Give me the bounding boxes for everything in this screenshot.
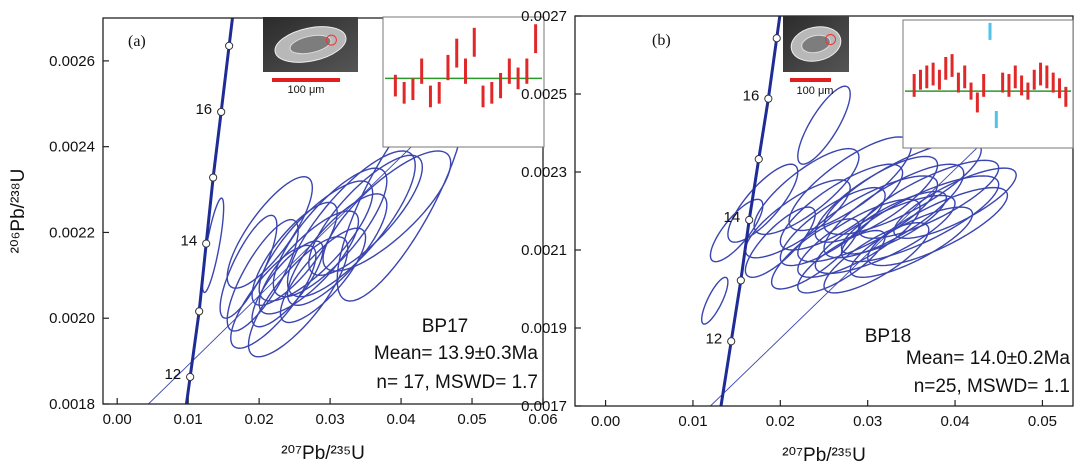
panel-label: (a)	[128, 33, 146, 50]
x-tick-label: 0.04	[940, 413, 969, 430]
age-marker	[745, 215, 754, 225]
error-ellipse	[814, 155, 939, 243]
error-ellipse	[858, 159, 1000, 240]
age-marker	[225, 41, 234, 50]
y-tick-label: 0.0021	[521, 242, 567, 259]
x-tick-label: 0.06	[528, 411, 557, 428]
zircon-core	[289, 34, 332, 55]
error-ellipse	[814, 194, 956, 275]
y-axis-title: ²⁰⁶Pb/²³⁸U	[8, 169, 29, 254]
age-marker	[186, 372, 195, 382]
concordia-curve	[729, 38, 779, 342]
x-tick-label: 0.03	[315, 411, 344, 428]
concordia-extension	[719, 341, 733, 406]
x-tick-label: 0.00	[591, 413, 620, 430]
y-tick-label: 0.0019	[521, 320, 567, 337]
error-ellipse	[840, 175, 1000, 263]
spot	[825, 34, 837, 46]
age-marker	[772, 34, 781, 43]
x-tick-label: 0.01	[678, 413, 707, 430]
y-tick-label: 0.0024	[49, 139, 95, 156]
spot	[325, 34, 337, 46]
error-ellipse	[753, 147, 860, 236]
y-tick-label: 0.0023	[521, 164, 567, 181]
x-tick-label: 0.01	[174, 411, 203, 428]
age-marker	[727, 337, 736, 346]
inset-frame	[902, 19, 1074, 149]
age-label: 16	[195, 101, 212, 118]
y-tick-label: 0.0018	[49, 396, 95, 413]
error-ellipse	[779, 163, 904, 251]
y-tick-label: 0.0026	[49, 53, 95, 70]
age-marker	[202, 239, 211, 248]
scale-label: 100 μm	[288, 84, 325, 96]
x-axis-title: ²⁰⁷Pb/²³⁵U	[782, 445, 866, 466]
error-ellipse	[866, 186, 1009, 267]
y-tick-label: 0.0022	[49, 224, 95, 241]
y-tick-label: 0.0025	[521, 86, 567, 103]
age-marker	[195, 307, 204, 316]
age-marker	[209, 173, 218, 182]
annotation: BP18	[865, 326, 911, 347]
x-tick-label: 0.02	[766, 413, 795, 430]
error-ellipse	[709, 198, 764, 263]
scale-label: 100 μm	[797, 85, 834, 97]
error-ellipse	[840, 190, 948, 255]
annotation: n= 17, MSWD= 1.7	[376, 372, 538, 393]
x-tick-label: 0.02	[245, 411, 274, 428]
error-ellipse	[797, 229, 886, 294]
plot-area	[148, 18, 543, 404]
zircon-core	[801, 34, 831, 54]
inset-frame	[382, 16, 545, 148]
error-ellipse	[226, 218, 299, 332]
age-marker	[764, 94, 773, 103]
x-tick-label: 0.05	[457, 411, 486, 428]
error-ellipse	[797, 175, 939, 263]
error-ellipse	[700, 276, 729, 325]
x-tick-label: 0.00	[103, 411, 132, 428]
y-tick-label: 0.0027	[521, 8, 567, 25]
annotation: Mean= 13.9±0.3Ma	[374, 343, 539, 364]
annotation: BP17	[422, 316, 468, 337]
age-label: 16	[743, 88, 760, 105]
x-tick-label: 0.03	[853, 413, 882, 430]
concordia-extension	[775, 16, 782, 39]
y-tick-label: 0.0020	[49, 310, 95, 327]
error-ellipse	[251, 201, 338, 307]
error-ellipse	[258, 180, 374, 302]
panel: 0.00 0.01 0.02 0.03 0.04 0.05 0.0017 0.0019 0.00…	[521, 8, 1074, 466]
error-ellipse	[286, 150, 416, 298]
error-ellipse	[849, 206, 974, 279]
y-tick-label: 0.0017	[521, 398, 567, 415]
error-ellipse	[308, 154, 424, 277]
x-axis-title: ²⁰⁷Pb/²³⁵U	[281, 443, 365, 464]
annotation: Mean= 14.0±0.2Ma	[906, 348, 1071, 369]
age-marker	[736, 276, 745, 285]
age-marker	[217, 107, 226, 117]
error-ellipse	[797, 85, 851, 165]
error-ellipse	[322, 150, 452, 272]
annotation: n=25, MSWD= 1.1	[914, 376, 1070, 397]
panel: 0.00 0.01 0.02 0.03 0.04 0.05 0.06 0.0018 0.0020…	[8, 16, 558, 464]
age-label: 14	[724, 209, 741, 226]
error-ellipse	[823, 163, 965, 259]
error-ellipse	[788, 136, 913, 232]
age-label: 12	[706, 330, 723, 347]
error-ellipse	[893, 167, 1017, 240]
x-tick-label: 0.04	[386, 411, 415, 428]
panel-label: (b)	[652, 32, 671, 49]
age-label: 12	[164, 366, 181, 383]
x-tick-label: 0.05	[1028, 413, 1057, 430]
concordia-curve	[188, 45, 231, 378]
error-ellipse	[279, 227, 367, 324]
age-marker	[754, 155, 763, 164]
age-label: 14	[180, 233, 197, 250]
